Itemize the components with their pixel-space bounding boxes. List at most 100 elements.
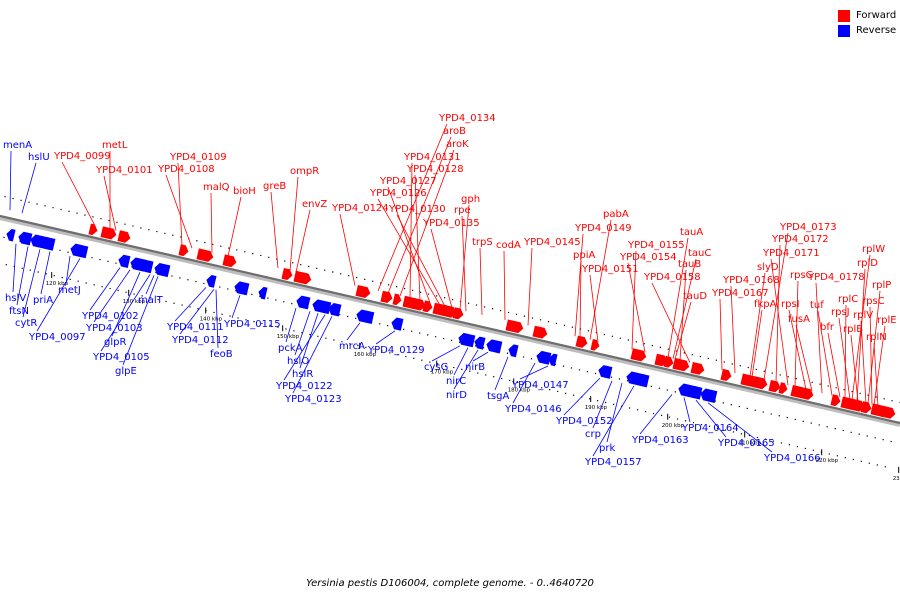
forward-leader-ypd4-0131 [409,162,413,299]
forward-genes [88,223,896,419]
reverse-gene-label-ypd4-0163: YPD4_0163 [631,435,689,446]
forward-gene-23 [663,355,674,368]
forward-leader-tuf [817,310,833,396]
forward-leader-rpsi [788,309,807,390]
forward-gene-28 [752,376,768,390]
forward-leader-taua [667,237,689,358]
reverse-leader-ypd4-0097 [36,258,81,332]
forward-leader-ypd4-0099 [61,161,96,227]
forward-gene-label-rplv: rplV [853,310,873,321]
reverse-leader-cysg [431,345,461,362]
forward-gene-label-rpsi: rpsI [781,299,800,310]
forward-gene-label-ypd4-0151: YPD4_0151 [581,264,639,275]
reverse-gene-label-feob: feoB [210,349,233,360]
reverse-gene-label-nirb: nirB [465,362,485,373]
reverse-leader-metj [65,256,71,285]
forward-gene-label-ypd4-0099: YPD4_0099 [53,151,111,162]
reverse-leader-tsga [494,356,509,391]
forward-gene-18 [532,325,548,339]
reverse-gene-label-hslu: hslU [28,152,50,163]
forward-gene-21 [630,348,647,362]
forward-leader-bfr [827,332,841,398]
reverse-gene-20 [508,344,519,358]
forward-leader-ypd4-0127 [387,186,431,304]
reverse-gene-label-ypd4-0147: YPD4_0147 [511,380,569,391]
forward-leader-ypd4-0130 [396,214,446,307]
forward-gene-label-ypd4-0173: YPD4_0173 [779,222,837,233]
reverse-gene-label-hslo: hslO [287,356,309,367]
forward-gene-label-ypd4-0131: YPD4_0131 [403,152,461,163]
forward-gene-label-ypd4-0109: YPD4_0109 [169,152,227,163]
forward-leader-ypd4-0108 [165,174,193,249]
reverse-gene-label-malt: malT [138,295,164,306]
forward-gene-label-ypd4-0126: YPD4_0126 [369,188,427,199]
reverse-gene-3 [42,237,56,251]
forward-gene-label-ypd4-0124: YPD4_0124 [331,203,389,214]
forward-leader-ypd4-0168 [730,285,736,374]
reverse-leader-hslv [12,243,17,293]
forward-leader-gph [459,204,470,310]
forward-gene-label-coda: codA [496,240,521,251]
reverse-leader-ypd4-0115 [231,295,241,319]
reverse-leader-nirb [472,351,489,362]
reverse-gene-label-ypd4-0122: YPD4_0122 [275,381,333,392]
forward-gene-label-tauc: tauC [688,248,711,259]
forward-gene-label-ypd4-0135: YPD4_0135 [422,218,480,229]
forward-leader-rpsj [838,317,851,400]
forward-gene-label-fusa: fusA [788,314,810,325]
forward-gene-22 [654,353,668,367]
forward-gene-label-ypd4-0154: YPD4_0154 [619,252,677,263]
forward-gene-36 [860,401,872,414]
reverse-leader-ypd4-0105 [100,274,151,352]
forward-gene-label-ypd4-0171: YPD4_0171 [762,248,820,259]
reverse-gene-4 [70,243,89,259]
forward-gene-label-bioh: bioH [233,186,256,197]
reverse-leader-cytr [22,249,41,318]
forward-gene-label-taua: tauA [680,227,703,238]
forward-leader-ypd4-0158 [651,282,691,363]
legend-label-reverse: Reverse [856,25,897,36]
reverse-gene-14 [328,303,342,317]
reverse-gene-label-crp: crp [585,429,601,440]
forward-gene-label-greb: greB [263,181,286,192]
reverse-gene-17 [458,332,476,348]
forward-gene-label-ypd4-0128: YPD4_0128 [406,164,464,175]
forward-leader-ypd4-0173 [763,232,789,380]
reverse-gene-11 [258,286,268,300]
forward-gene-35 [850,398,865,412]
forward-leader-ypd4-0155 [631,250,637,350]
reverse-gene-27 [690,386,703,400]
reverse-gene-label-ypd4-0115: YPD4_0115 [223,319,281,330]
forward-leader-ypd4-0154 [627,262,646,353]
reverse-gene-label-ypd4-0152: YPD4_0152 [555,416,613,427]
forward-gene-38 [880,405,896,419]
reverse-gene-label-pria: priA [33,295,53,306]
reverse-gene-label-ypd4-0103: YPD4_0103 [85,323,143,334]
forward-leader-ypd4-0145 [527,247,533,326]
reverse-leader-mrca [346,322,361,341]
forward-leader-envz [295,209,311,273]
forward-gene-label-arok: aroK [446,139,469,150]
forward-gene-label-ypd4-0134: YPD4_0134 [438,113,496,124]
reverse-gene-labels: menAhslUhslVftsNcytRpriAmetJYPD4_0097YPD… [3,140,821,468]
reverse-leader-ypd4-0102 [89,267,121,311]
reverse-leader-hslu [21,162,37,214]
forward-leader-rpsg [794,280,799,387]
forward-gene-label-tuf: tuf [810,300,824,311]
forward-gene-label-ompr: ompR [290,166,319,177]
reverse-leader-glpr [111,272,141,337]
reverse-gene-label-ypd4-0164: YPD4_0164 [681,423,739,434]
forward-gene-label-taub: tauB [678,259,701,270]
forward-gene-7 [293,270,312,285]
forward-gene-15 [442,304,457,318]
reverse-leader-ypd4-0165 [695,399,727,438]
reverse-gene-0 [6,228,16,242]
forward-leader-rple [873,325,886,406]
reverse-gene-label-nirc: nirC [446,376,466,387]
forward-gene-label-ypd4-0178: YPD4_0178 [807,272,865,283]
forward-gene-label-ypd4-0155: YPD4_0155 [627,240,685,251]
forward-gene-label-bfr: bfr [820,322,835,333]
forward-gene-label-paba: pabA [603,209,629,220]
reverse-gene-label-tsga: tsgA [487,391,509,402]
reverse-gene-23 [598,365,613,379]
